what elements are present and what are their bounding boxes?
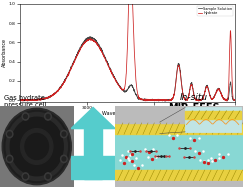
Circle shape bbox=[6, 155, 13, 163]
Bar bbox=[185, 108, 241, 132]
Bar bbox=[115, 181, 243, 187]
Circle shape bbox=[46, 174, 50, 179]
Circle shape bbox=[45, 113, 51, 120]
Circle shape bbox=[8, 132, 12, 136]
Hydrate bbox=[234, 99, 237, 101]
Sample Solution bbox=[123, 90, 126, 93]
Hydrate bbox=[228, 74, 231, 76]
Sample Solution bbox=[188, 90, 191, 92]
Text: Gas hydrate
pressure cell: Gas hydrate pressure cell bbox=[4, 95, 46, 108]
Bar bbox=[71, 156, 115, 179]
Sample Solution bbox=[18, 99, 21, 101]
Hydrate bbox=[228, 69, 231, 72]
Circle shape bbox=[24, 114, 27, 119]
X-axis label: Wavenumber (cm⁻¹): Wavenumber (cm⁻¹) bbox=[102, 111, 152, 116]
Hydrate bbox=[18, 98, 21, 101]
Hydrate bbox=[117, 84, 120, 87]
Hydrate bbox=[123, 87, 126, 89]
Hydrate bbox=[29, 99, 32, 101]
Circle shape bbox=[45, 173, 51, 180]
Polygon shape bbox=[71, 108, 115, 129]
Circle shape bbox=[22, 173, 29, 180]
Circle shape bbox=[46, 114, 50, 119]
Bar bbox=[115, 170, 243, 181]
Bar bbox=[185, 111, 241, 119]
Sample Solution bbox=[228, 93, 231, 95]
Circle shape bbox=[24, 174, 27, 179]
Circle shape bbox=[62, 132, 66, 136]
Circle shape bbox=[22, 113, 29, 120]
Circle shape bbox=[61, 130, 67, 138]
Bar bbox=[84, 126, 102, 179]
Circle shape bbox=[25, 133, 49, 160]
Bar bbox=[115, 123, 243, 134]
Sample Solution bbox=[29, 99, 32, 101]
Circle shape bbox=[62, 157, 66, 161]
Circle shape bbox=[8, 157, 12, 161]
Text: In-situ: In-situ bbox=[180, 93, 208, 102]
Bar bbox=[115, 106, 243, 123]
Y-axis label: Absorbance: Absorbance bbox=[2, 38, 7, 67]
Circle shape bbox=[21, 129, 53, 164]
Sample Solution bbox=[234, 99, 237, 101]
Circle shape bbox=[6, 130, 13, 138]
Sample Solution bbox=[228, 92, 231, 94]
Circle shape bbox=[2, 108, 71, 185]
Bar bbox=[115, 128, 243, 173]
Hydrate bbox=[225, 100, 228, 102]
Sample Solution bbox=[117, 84, 120, 86]
Legend: Sample Solution, Hydrate: Sample Solution, Hydrate bbox=[197, 5, 233, 16]
Line: Hydrate: Hydrate bbox=[20, 0, 235, 101]
Sample Solution bbox=[89, 35, 92, 38]
Line: Sample Solution: Sample Solution bbox=[20, 36, 235, 101]
Text: MIR-FEFS: MIR-FEFS bbox=[168, 103, 219, 113]
Hydrate bbox=[188, 91, 191, 94]
Sample Solution bbox=[164, 100, 167, 102]
Circle shape bbox=[61, 155, 67, 163]
Circle shape bbox=[10, 117, 63, 176]
